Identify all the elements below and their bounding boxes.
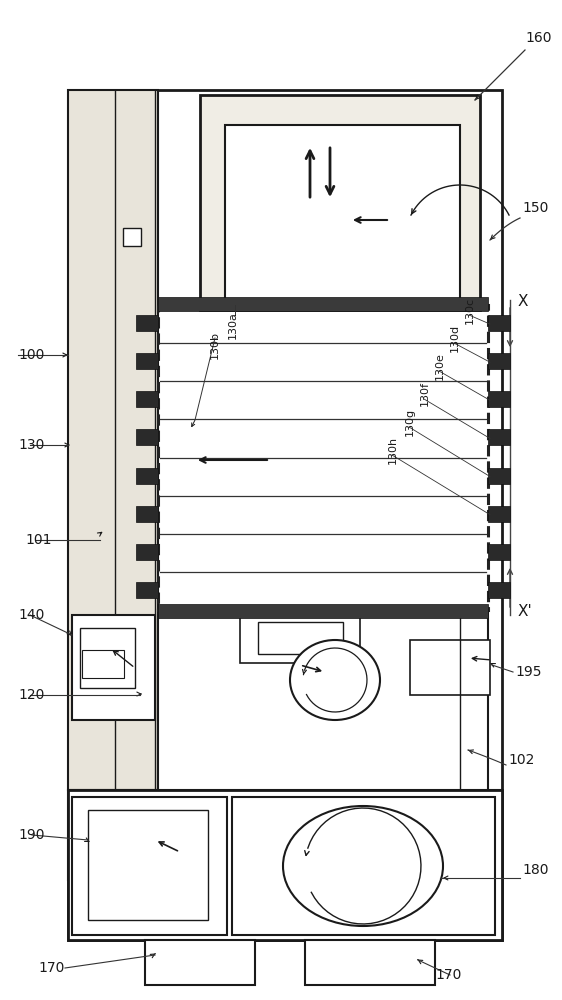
Bar <box>80 628 135 688</box>
Bar <box>68 90 502 940</box>
Text: X: X <box>518 294 528 310</box>
Text: 170: 170 <box>38 961 65 975</box>
Bar <box>72 797 227 935</box>
Bar <box>158 297 488 311</box>
Text: 120: 120 <box>18 688 44 702</box>
Bar <box>225 125 460 300</box>
Text: 130: 130 <box>18 438 44 452</box>
Text: 130g: 130g <box>405 408 415 436</box>
Text: 130e: 130e <box>435 352 445 380</box>
Bar <box>82 650 124 678</box>
Text: 130d: 130d <box>450 324 460 352</box>
Ellipse shape <box>283 806 443 926</box>
Text: 102: 102 <box>508 753 534 767</box>
Bar <box>136 582 158 598</box>
Bar <box>488 544 510 560</box>
Bar <box>488 468 510 484</box>
Bar <box>158 305 488 610</box>
Bar <box>68 790 502 880</box>
Text: 100: 100 <box>18 348 44 362</box>
Text: 170: 170 <box>435 968 461 982</box>
Text: 130b: 130b <box>210 331 220 359</box>
Bar <box>488 315 510 331</box>
Bar <box>136 429 158 445</box>
Bar <box>232 797 495 935</box>
Bar <box>200 95 480 310</box>
Text: 130h: 130h <box>388 436 398 464</box>
Bar <box>488 582 510 598</box>
Bar <box>136 468 158 484</box>
Text: 130f: 130f <box>420 381 430 406</box>
Bar <box>305 940 435 985</box>
Bar <box>145 940 255 985</box>
Bar <box>488 353 510 369</box>
Text: 195: 195 <box>515 665 542 679</box>
Text: 130c: 130c <box>465 296 475 324</box>
Text: 150: 150 <box>522 201 549 215</box>
Bar <box>136 315 158 331</box>
Bar <box>68 790 502 940</box>
Bar <box>410 640 490 695</box>
Bar <box>123 228 141 246</box>
Bar <box>158 604 488 618</box>
Bar <box>88 810 208 920</box>
Bar <box>72 615 155 720</box>
Ellipse shape <box>290 640 380 720</box>
Text: 160: 160 <box>525 31 551 45</box>
Bar <box>488 429 510 445</box>
Bar <box>136 391 158 407</box>
Text: 190: 190 <box>18 828 44 842</box>
Bar <box>136 506 158 522</box>
Text: 130a: 130a <box>228 311 238 339</box>
Text: 180: 180 <box>522 863 549 877</box>
Text: 140: 140 <box>18 608 44 622</box>
Bar <box>136 353 158 369</box>
Bar <box>488 391 510 407</box>
Bar <box>136 544 158 560</box>
Text: X': X' <box>518 604 533 619</box>
Bar <box>258 622 343 654</box>
Bar <box>68 90 158 790</box>
Bar <box>240 615 360 663</box>
Bar <box>158 610 488 790</box>
Text: 101: 101 <box>25 533 52 547</box>
Bar <box>488 506 510 522</box>
